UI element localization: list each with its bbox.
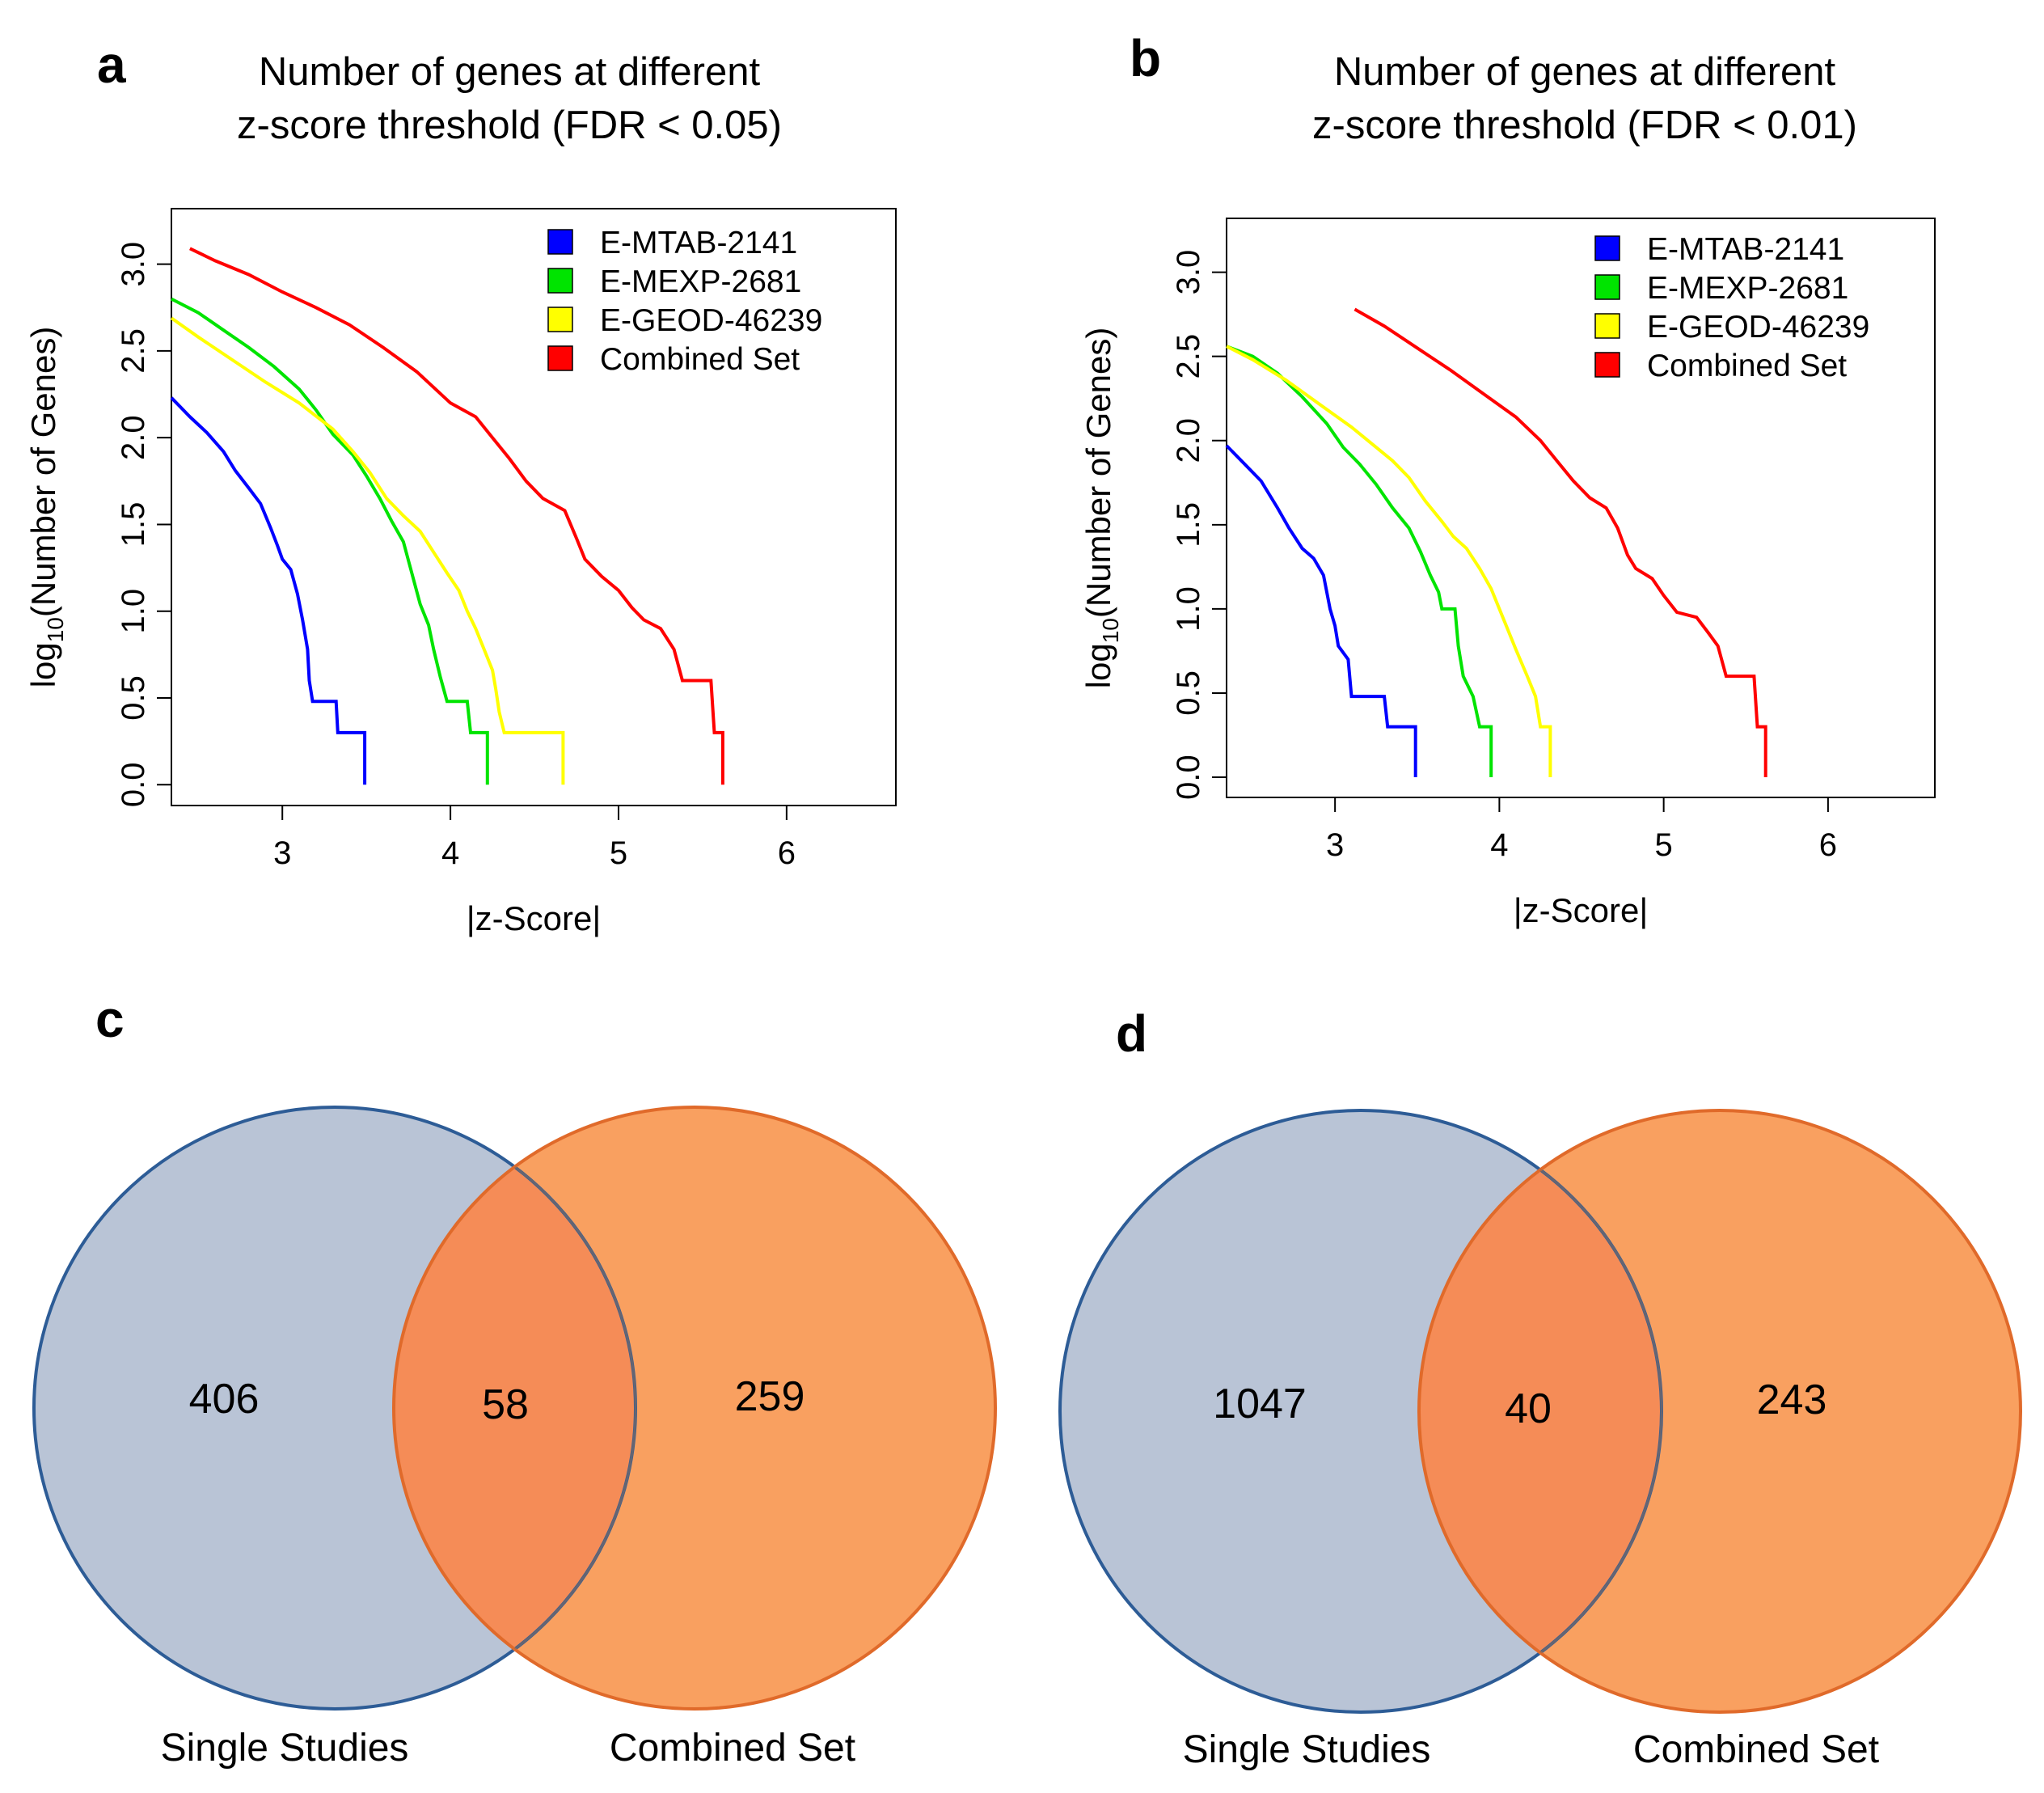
chart-b-ytick-label: 2.0 <box>1171 418 1206 463</box>
chart-a-legend-label-1: E-MEXP-2681 <box>600 264 801 299</box>
panel-letter-c: c <box>95 990 125 1048</box>
chart-a: 3 4 5 6 0.0 0.5 1.0 1.5 2.0 2.5 3.0 |z-Score| log10(… <box>24 208 897 937</box>
panel-letter-b: b <box>1130 29 1162 87</box>
chart-b-ylabel-rest: (Number of Genes) <box>1079 328 1117 618</box>
venn-d-overlap <box>1419 1110 1662 1712</box>
chart-b-legend-label-1: E-MEXP-2681 <box>1647 271 1848 306</box>
venn-d-right-label: Combined Set <box>1632 1728 1880 1771</box>
chart-a-ytick-label: 3.0 <box>116 242 151 287</box>
venn-c <box>32 1106 997 1711</box>
panel-letter-d: d <box>1116 1004 1148 1063</box>
chart-a-ytick-label: 1.5 <box>116 502 151 548</box>
chart-a-ytick-label: 2.5 <box>116 328 151 374</box>
chart-b-series-1-line <box>1226 345 1493 777</box>
chart-b-plot-frame <box>1226 218 1936 798</box>
chart-b-series-2-line <box>1226 345 1552 777</box>
venn-d-right-outline <box>1417 1109 2022 1714</box>
chart-a-ytick-label: 1.0 <box>116 589 151 634</box>
chart-b-ylabel-log: log <box>1079 643 1117 688</box>
panel-letter-a: a <box>97 36 126 94</box>
chart-a-ylabel-sub: 10 <box>43 617 68 642</box>
chart-b-ylabel-sub: 10 <box>1098 618 1123 643</box>
chart-a-title-line2: z-score threshold (FDR < 0.05) <box>237 104 782 147</box>
chart-b-ytick-label: 1.5 <box>1171 502 1206 548</box>
venn-c-right-count: 259 <box>734 1373 805 1420</box>
chart-b-ytick-label: 3.0 <box>1171 250 1206 295</box>
chart-b-ytick-label: 0.5 <box>1171 670 1206 716</box>
chart-b-legend-swatch-0 <box>1594 235 1620 261</box>
chart-a-ylabel-log: log <box>24 642 62 687</box>
chart-b-ytick-label: 0.0 <box>1171 755 1206 800</box>
chart-a-legend-swatch-2 <box>547 307 573 332</box>
chart-b-series-0-line <box>1225 444 1417 777</box>
venn-c-left-label: Single Studies <box>160 1727 409 1770</box>
venn-c-right-label: Combined Set <box>609 1727 856 1770</box>
chart-a-series-3-line <box>189 247 724 785</box>
chart-a-plot-frame <box>171 208 897 806</box>
venn-c-left-count: 406 <box>188 1376 260 1423</box>
chart-b-ytick-label: 2.5 <box>1171 334 1206 379</box>
chart-a-legend-label-0: E-MTAB-2141 <box>600 226 797 260</box>
chart-b-xtick-label: 3 <box>1326 827 1344 863</box>
chart-a-title-line1: Number of genes at different <box>258 50 761 94</box>
chart-b-ylabel: log10(Number of Genes) <box>1079 328 1123 689</box>
chart-b-xtick-label: 4 <box>1490 827 1508 863</box>
chart-a-series-2-line <box>170 316 565 785</box>
venn-d-intersection-count: 40 <box>1505 1385 1552 1432</box>
chart-a-legend-label-2: E-GEOD-46239 <box>600 303 822 338</box>
chart-a-xlabel: |z-Score| <box>467 899 602 937</box>
venn-d-inner-outline <box>1419 1110 1663 1712</box>
chart-b-title: Number of genes at different z-score thr… <box>1229 45 1941 152</box>
chart-a-ylabel: log10(Number of Genes) <box>24 327 68 688</box>
chart-a-series-0-line <box>170 396 367 785</box>
venn-c-overlap <box>394 1107 636 1709</box>
chart-b-legend-label-2: E-GEOD-46239 <box>1647 310 1869 345</box>
chart-b-title-line2: z-score threshold (FDR < 0.01) <box>1312 104 1857 147</box>
venn-c-intersection-count: 58 <box>482 1381 529 1428</box>
chart-b-legend-label-0: E-MTAB-2141 <box>1647 232 1844 267</box>
chart-a-legend-swatch-1 <box>547 268 573 294</box>
chart-a-legend-label-3: Combined Set <box>600 342 800 377</box>
chart-b-series-3-line <box>1354 307 1767 777</box>
chart-a-legend-swatch-0 <box>547 229 573 255</box>
chart-b-legend-swatch-3 <box>1594 352 1620 378</box>
chart-b-xlabel: |z-Score| <box>1514 891 1649 929</box>
venn-d-left-label: Single Studies <box>1182 1728 1431 1771</box>
chart-a-ytick-label: 2.0 <box>116 415 151 460</box>
venn-c-right-outline <box>392 1106 997 1711</box>
chart-b-xtick-label: 6 <box>1819 827 1837 863</box>
venn-d-left-count: 1047 <box>1213 1381 1307 1427</box>
chart-b-title-line1: Number of genes at different <box>1333 50 1836 94</box>
chart-a-title: Number of genes at different z-score thr… <box>162 45 857 152</box>
chart-b-legend-swatch-2 <box>1594 313 1620 339</box>
chart-b-xtick-label: 5 <box>1655 827 1673 863</box>
chart-a-xtick-label: 6 <box>778 835 796 871</box>
chart-b-ytick-label: 1.0 <box>1171 586 1206 632</box>
chart-a-series-1-line <box>171 297 489 785</box>
chart-b-legend-swatch-1 <box>1594 274 1620 300</box>
venn-c-inner-outline <box>394 1107 637 1709</box>
chart-a-ylabel-rest: (Number of Genes) <box>24 327 62 617</box>
chart-a-legend-swatch-3 <box>547 345 573 371</box>
chart-b: 3 4 5 6 0.0 0.5 1.0 1.5 2.0 2.5 3.0 |z-Score| log10(… <box>1079 218 1936 929</box>
venn-d <box>1058 1109 2022 1714</box>
venn-d-right-count: 243 <box>1756 1376 1827 1423</box>
chart-a-xtick-label: 5 <box>610 835 627 871</box>
chart-b-legend-label-3: Combined Set <box>1647 349 1847 383</box>
chart-a-ytick-label: 0.0 <box>116 762 151 807</box>
chart-a-xtick-label: 3 <box>273 835 291 871</box>
chart-a-xtick-label: 4 <box>441 835 459 871</box>
chart-a-ytick-label: 0.5 <box>116 675 151 721</box>
